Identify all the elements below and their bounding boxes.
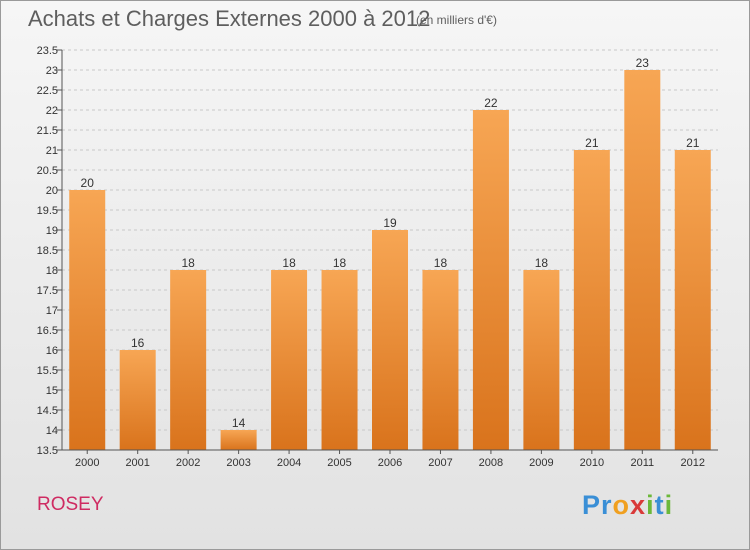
logo-letter: r (601, 490, 613, 520)
bar-2001 (119, 350, 156, 450)
y-tick-label: 15.5 (37, 365, 58, 377)
bar-2003 (220, 430, 257, 450)
bar-2008 (472, 110, 509, 450)
bar-2011 (624, 70, 661, 450)
y-tick-label: 13.5 (37, 445, 58, 457)
bar-2000 (69, 190, 106, 450)
y-tick-label: 20.5 (37, 165, 58, 177)
data-label-2010: 21 (585, 136, 599, 150)
x-tick-label-2010: 2010 (580, 457, 604, 469)
data-label-2001: 16 (131, 336, 145, 350)
y-tick-label: 18 (46, 265, 58, 277)
unit-note: (en milliers d'€) (416, 13, 497, 27)
chart-title: Achats et Charges Externes 2000 à 2012 (28, 6, 431, 31)
bar-2009 (523, 270, 560, 450)
location-label: ROSEY (37, 494, 104, 515)
y-tick-label: 16 (46, 345, 58, 357)
y-tick-label: 14.5 (37, 405, 58, 417)
data-label-2011: 23 (636, 56, 650, 70)
y-tick-label: 19.5 (37, 205, 58, 217)
x-tick-label-2005: 2005 (327, 457, 351, 469)
logo-letter: x (630, 490, 647, 520)
x-tick-label-2001: 2001 (125, 457, 149, 469)
data-label-2002: 18 (181, 256, 195, 270)
logo-letter: o (612, 490, 631, 520)
x-tick-label-2007: 2007 (428, 457, 452, 469)
logo-letter: t (654, 490, 665, 520)
x-tick-label-2012: 2012 (681, 457, 705, 469)
y-tick-label: 23.5 (37, 45, 58, 57)
bar-2006 (372, 230, 408, 450)
bar-2005 (321, 270, 358, 450)
y-tick-label: 18.5 (37, 245, 58, 257)
bar-2012 (674, 150, 711, 450)
y-tick-label: 22.5 (37, 85, 58, 97)
proxiti-logo[interactable]: Proxiti (582, 490, 673, 521)
x-tick-label-2008: 2008 (479, 457, 503, 469)
data-label-2004: 18 (282, 256, 296, 270)
y-tick-label: 19 (46, 225, 58, 237)
x-tick-label-2003: 2003 (226, 457, 250, 469)
data-label-2006: 19 (383, 216, 397, 230)
data-label-2012: 21 (686, 136, 700, 150)
data-label-2000: 20 (81, 176, 95, 190)
x-tick-label-2002: 2002 (176, 457, 200, 469)
y-tick-label: 17.5 (37, 285, 58, 297)
logo-letter: i (664, 490, 674, 520)
bar-2007 (422, 270, 459, 450)
x-tick-label-2011: 2011 (630, 457, 654, 469)
logo-letter: P (582, 490, 602, 520)
x-tick-label-2004: 2004 (277, 457, 301, 469)
x-tick-label-2009: 2009 (529, 457, 553, 469)
x-tick-label-2000: 2000 (75, 457, 99, 469)
bar-2004 (271, 270, 308, 450)
logo-letter: i (646, 490, 655, 520)
bar-2010 (573, 150, 610, 450)
bar-2002 (170, 270, 207, 450)
x-tick-label-2006: 2006 (378, 457, 402, 469)
y-tick-label: 14 (46, 425, 58, 437)
data-label-2009: 18 (535, 256, 549, 270)
y-tick-label: 22 (46, 105, 58, 117)
y-tick-label: 20 (46, 185, 58, 197)
bars: 20 16 18 14 18 18 19 18 22 18 21 23 21 (69, 56, 711, 450)
data-label-2008: 22 (484, 96, 498, 110)
y-tick-label: 15 (46, 385, 58, 397)
y-tick-label: 23 (46, 65, 58, 77)
data-label-2003: 14 (232, 416, 246, 430)
axes: 13.5 14 14.5 15 15.5 16 16.5 17 17.5 18 18.5 19 19.5… (37, 45, 718, 469)
data-label-2005: 18 (333, 256, 347, 270)
y-tick-label: 16.5 (37, 325, 58, 337)
y-tick-label: 17 (46, 305, 58, 317)
y-tick-label: 21 (46, 145, 58, 157)
y-tick-label: 21.5 (37, 125, 58, 137)
data-label-2007: 18 (434, 256, 448, 270)
